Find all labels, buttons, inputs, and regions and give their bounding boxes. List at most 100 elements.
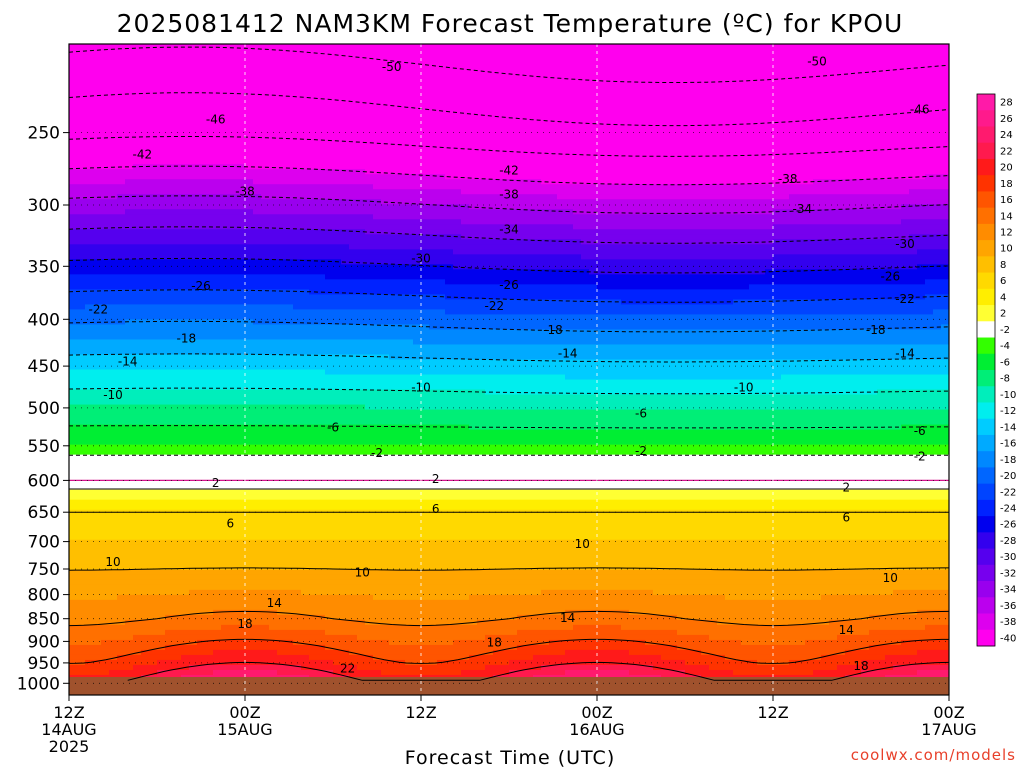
temp-cell <box>85 84 94 90</box>
temp-cell <box>181 259 190 265</box>
temp-cell <box>77 394 86 401</box>
temp-cell <box>237 349 246 356</box>
temp-cell <box>205 499 214 506</box>
temp-cell <box>341 64 350 70</box>
temp-cell <box>301 449 310 456</box>
temp-cell <box>261 609 270 616</box>
temp-cell <box>173 429 182 436</box>
temp-cell <box>269 414 278 421</box>
temp-cell <box>77 234 86 240</box>
temp-cell <box>253 69 262 75</box>
temp-cell <box>237 524 246 531</box>
temp-cell <box>293 339 302 346</box>
temp-cell <box>317 394 326 401</box>
temp-cell <box>365 604 374 611</box>
temp-cell <box>325 359 334 366</box>
temp-cell <box>77 369 86 376</box>
temp-cell <box>253 354 262 361</box>
temp-cell <box>237 479 246 486</box>
temp-cell <box>157 454 166 461</box>
temp-cell <box>85 544 94 551</box>
temp-cell <box>277 434 286 441</box>
temp-cell <box>253 534 262 541</box>
temp-cell <box>69 429 78 436</box>
temp-cell <box>229 654 238 661</box>
temp-cell <box>325 664 334 671</box>
temp-cell <box>285 564 294 571</box>
temp-cell <box>109 464 118 471</box>
temp-cell <box>373 289 382 295</box>
temp-cell <box>301 644 310 651</box>
temp-cell <box>261 639 270 646</box>
temp-cell <box>237 144 246 150</box>
temp-cell <box>85 579 94 586</box>
temp-cell <box>69 589 78 596</box>
temp-cell <box>325 669 334 676</box>
temp-cell <box>197 499 206 506</box>
temp-cell <box>325 254 334 260</box>
temp-cell <box>365 364 374 371</box>
temp-cell <box>245 259 254 265</box>
temp-cell <box>333 299 342 305</box>
temp-cell <box>93 74 102 80</box>
temp-cell <box>197 379 206 386</box>
temp-cell <box>157 604 166 611</box>
temp-cell <box>309 494 318 501</box>
temp-cell <box>333 479 342 486</box>
temp-cell <box>197 614 206 621</box>
temp-cell <box>69 479 78 486</box>
temp-cell <box>213 309 222 316</box>
temp-cell <box>293 344 302 351</box>
temp-cell <box>205 184 214 190</box>
temp-cell <box>357 214 366 220</box>
temp-cell <box>325 449 334 456</box>
temp-cell <box>229 144 238 150</box>
temp-cell <box>245 389 254 396</box>
temp-cell <box>341 474 350 481</box>
temp-cell <box>245 224 254 230</box>
temp-cell <box>365 224 374 230</box>
temp-cell <box>93 419 102 426</box>
temp-cell <box>109 149 118 155</box>
temp-cell <box>237 594 246 601</box>
temp-cell <box>101 94 110 100</box>
temp-cell <box>341 649 350 656</box>
temp-cell <box>365 454 374 461</box>
temp-cell <box>229 639 238 646</box>
temp-cell <box>245 359 254 366</box>
temp-cell <box>301 634 310 641</box>
temp-cell <box>173 264 182 270</box>
temp-cell <box>325 444 334 451</box>
temp-cell <box>197 424 206 431</box>
temp-cell <box>197 639 206 646</box>
temp-cell <box>109 294 118 300</box>
temp-cell <box>261 354 270 361</box>
temp-cell <box>341 299 350 305</box>
temp-cell <box>261 499 270 506</box>
temp-cell <box>237 599 246 606</box>
temp-cell <box>133 339 142 346</box>
temp-cell <box>101 164 110 170</box>
temp-cell <box>213 524 222 531</box>
temp-cell <box>253 104 262 110</box>
temp-cell <box>189 654 198 661</box>
temp-cell <box>69 139 78 145</box>
temp-cell <box>365 479 374 486</box>
temp-cell <box>125 179 134 185</box>
temp-cell <box>325 589 334 596</box>
temp-cell <box>189 584 198 591</box>
temp-cell <box>357 589 366 596</box>
temp-cell <box>269 379 278 386</box>
temp-cell <box>149 144 158 150</box>
temp-cell <box>221 504 230 511</box>
temp-cell <box>205 59 214 65</box>
temp-cell <box>181 254 190 260</box>
temp-cell <box>125 209 134 215</box>
temp-cell <box>93 344 102 351</box>
temp-cell <box>157 164 166 170</box>
temp-cell <box>69 194 78 200</box>
temp-cell <box>293 114 302 120</box>
temp-cell <box>93 324 102 331</box>
temp-cell <box>309 669 318 676</box>
temp-cell <box>229 104 238 110</box>
